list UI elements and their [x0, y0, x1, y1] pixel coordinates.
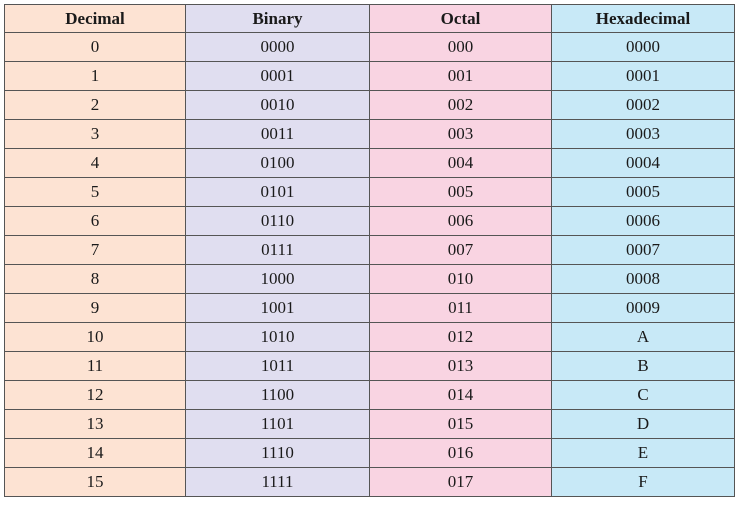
cell-hexadecimal: 0003	[551, 119, 735, 149]
cell-decimal: 1	[4, 61, 186, 91]
cell-binary: 0101	[185, 177, 370, 207]
table-row: 14 1110 016 E	[4, 438, 735, 468]
table-row: 4 0100 004 0004	[4, 148, 735, 178]
cell-binary: 1110	[185, 438, 370, 468]
cell-decimal: 13	[4, 409, 186, 439]
table-row: 9 1001 011 0009	[4, 293, 735, 323]
cell-octal: 010	[369, 264, 552, 294]
cell-octal: 014	[369, 380, 552, 410]
cell-binary: 1100	[185, 380, 370, 410]
cell-decimal: 6	[4, 206, 186, 236]
cell-octal: 005	[369, 177, 552, 207]
number-conversion-table-container: Decimal Binary Octal Hexadecimal 0 0000 00…	[4, 4, 735, 497]
cell-hexadecimal: 0009	[551, 293, 735, 323]
table-body: 0 0000 000 0000 1 0001 001 0001 2 0010 002 0002 3 001…	[4, 32, 735, 497]
cell-octal: 017	[369, 467, 552, 497]
header-octal: Octal	[369, 4, 552, 33]
cell-octal: 001	[369, 61, 552, 91]
cell-hexadecimal: C	[551, 380, 735, 410]
cell-decimal: 10	[4, 322, 186, 352]
cell-decimal: 5	[4, 177, 186, 207]
cell-decimal: 11	[4, 351, 186, 381]
cell-hexadecimal: E	[551, 438, 735, 468]
table-row: 12 1100 014 C	[4, 380, 735, 410]
cell-binary: 1010	[185, 322, 370, 352]
cell-octal: 003	[369, 119, 552, 149]
cell-hexadecimal: 0006	[551, 206, 735, 236]
cell-decimal: 0	[4, 32, 186, 62]
cell-decimal: 15	[4, 467, 186, 497]
cell-octal: 012	[369, 322, 552, 352]
cell-decimal: 9	[4, 293, 186, 323]
cell-decimal: 8	[4, 264, 186, 294]
cell-hexadecimal: 0008	[551, 264, 735, 294]
cell-octal: 004	[369, 148, 552, 178]
header-decimal: Decimal	[4, 4, 186, 33]
cell-hexadecimal: 0004	[551, 148, 735, 178]
cell-binary: 0110	[185, 206, 370, 236]
cell-binary: 0100	[185, 148, 370, 178]
table-row: 7 0111 007 0007	[4, 235, 735, 265]
number-conversion-table: Decimal Binary Octal Hexadecimal 0 0000 00…	[4, 4, 735, 497]
table-row: 3 0011 003 0003	[4, 119, 735, 149]
cell-hexadecimal: A	[551, 322, 735, 352]
cell-binary: 0000	[185, 32, 370, 62]
cell-binary: 1101	[185, 409, 370, 439]
table-row: 15 1111 017 F	[4, 467, 735, 497]
cell-binary: 0010	[185, 90, 370, 120]
header-hexadecimal: Hexadecimal	[551, 4, 735, 33]
table-row: 13 1101 015 D	[4, 409, 735, 439]
table-row: 6 0110 006 0006	[4, 206, 735, 236]
cell-binary: 1011	[185, 351, 370, 381]
cell-binary: 1000	[185, 264, 370, 294]
table-row: 8 1000 010 0008	[4, 264, 735, 294]
cell-hexadecimal: 0002	[551, 90, 735, 120]
table-row: 5 0101 005 0005	[4, 177, 735, 207]
cell-hexadecimal: 0007	[551, 235, 735, 265]
cell-octal: 002	[369, 90, 552, 120]
cell-octal: 011	[369, 293, 552, 323]
cell-decimal: 14	[4, 438, 186, 468]
table-row: 10 1010 012 A	[4, 322, 735, 352]
cell-octal: 000	[369, 32, 552, 62]
header-binary: Binary	[185, 4, 370, 33]
cell-decimal: 4	[4, 148, 186, 178]
cell-binary: 1111	[185, 467, 370, 497]
cell-hexadecimal: B	[551, 351, 735, 381]
cell-octal: 015	[369, 409, 552, 439]
cell-decimal: 12	[4, 380, 186, 410]
cell-hexadecimal: F	[551, 467, 735, 497]
cell-decimal: 3	[4, 119, 186, 149]
cell-binary: 0011	[185, 119, 370, 149]
cell-decimal: 7	[4, 235, 186, 265]
header-row: Decimal Binary Octal Hexadecimal	[4, 4, 735, 33]
cell-octal: 007	[369, 235, 552, 265]
cell-octal: 006	[369, 206, 552, 236]
cell-binary: 1001	[185, 293, 370, 323]
table-row: 11 1011 013 B	[4, 351, 735, 381]
cell-octal: 013	[369, 351, 552, 381]
cell-hexadecimal: 0001	[551, 61, 735, 91]
table-header: Decimal Binary Octal Hexadecimal	[4, 4, 735, 33]
cell-octal: 016	[369, 438, 552, 468]
table-row: 0 0000 000 0000	[4, 32, 735, 62]
table-row: 1 0001 001 0001	[4, 61, 735, 91]
cell-binary: 0111	[185, 235, 370, 265]
cell-decimal: 2	[4, 90, 186, 120]
cell-hexadecimal: 0005	[551, 177, 735, 207]
cell-hexadecimal: 0000	[551, 32, 735, 62]
cell-binary: 0001	[185, 61, 370, 91]
table-row: 2 0010 002 0002	[4, 90, 735, 120]
cell-hexadecimal: D	[551, 409, 735, 439]
